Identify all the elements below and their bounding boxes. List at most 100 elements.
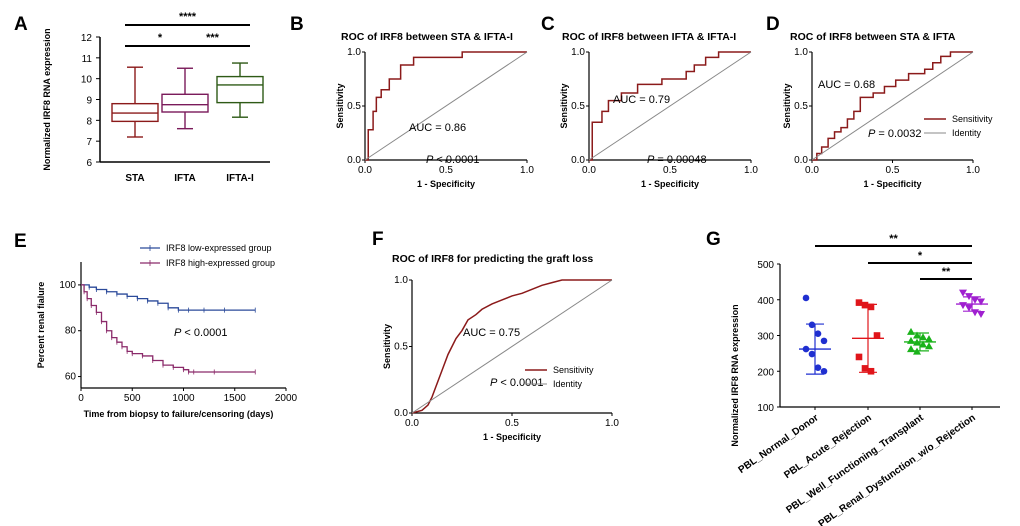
box-ifta	[161, 67, 209, 130]
y-axis-title: Sensitivity	[382, 324, 392, 369]
x-tick-label: 1.0	[605, 418, 619, 429]
y-axis-title: Percent renal fialure	[36, 282, 46, 369]
roc-curve	[365, 51, 527, 161]
data-point	[907, 327, 915, 335]
p-value: < 0.0001	[433, 154, 479, 166]
data-point	[965, 304, 973, 312]
chart-title: ROC of IRF8 for predicting the graft los…	[392, 253, 593, 265]
identity-line	[411, 279, 613, 414]
roc-curve	[812, 51, 973, 161]
y-tick-label: 0.0	[571, 155, 585, 166]
p-symbol: P	[426, 154, 434, 166]
p-value-label: P = 0.00048	[647, 154, 707, 166]
p-value-label: P = 0.0032	[868, 128, 922, 140]
data-point	[867, 303, 875, 311]
chart-title: ROC of IRF8 between STA & IFTA	[790, 31, 956, 43]
identity-line	[364, 51, 528, 161]
y-tick-label: 12	[81, 33, 93, 44]
panel-label-c: C	[541, 14, 555, 35]
data-point	[867, 367, 875, 375]
y-tick-label: 0.5	[394, 342, 408, 353]
x-tick-label: 1500	[224, 393, 247, 404]
data-point	[855, 353, 863, 361]
data-point	[959, 289, 967, 297]
p-value-label: P < 0.0001	[174, 327, 228, 339]
x-tick-label: 0.5	[886, 165, 900, 176]
identity-line	[588, 51, 752, 161]
x-axis-title: 1 - Specificity	[483, 432, 541, 442]
x-tick-label: 1000	[172, 393, 195, 404]
p-value: < 0.0001	[497, 377, 543, 389]
p-value-label: P < 0.0001	[490, 377, 544, 389]
y-tick-label: 0.5	[347, 101, 361, 112]
x-axis-title: 1 - Specificity	[417, 179, 475, 189]
y-axis-title: Sensitivity	[335, 83, 345, 128]
significance-label: ***	[206, 32, 220, 44]
data-point	[808, 321, 816, 329]
y-tick-label: 9	[86, 96, 92, 107]
roc-curve	[589, 51, 751, 161]
panel-label-a: A	[14, 14, 28, 35]
data-point	[925, 342, 933, 350]
legend-label: IRF8 high-expressed group	[166, 258, 275, 268]
data-point	[919, 340, 927, 348]
roc-curve	[411, 279, 612, 414]
p-value: = 0.00048	[654, 154, 706, 166]
panel-label-f: F	[372, 229, 384, 250]
y-tick-label: 100	[59, 280, 76, 291]
p-symbol: P	[174, 327, 182, 339]
significance-label: *	[158, 32, 163, 44]
legend-label-sensitivity: Sensitivity	[553, 365, 594, 375]
significance-label: **	[942, 266, 951, 278]
data-point	[861, 365, 869, 372]
x-tick-label: 2000	[275, 393, 298, 404]
auc-label: AUC = 0.75	[463, 327, 520, 339]
y-tick-label: 200	[757, 367, 774, 378]
x-tick-label: 0.0	[405, 418, 419, 429]
x-tick-label: 1.0	[744, 165, 758, 176]
p-symbol: P	[490, 377, 498, 389]
y-axis-title: Sensitivity	[559, 83, 569, 128]
p-value-label: P < 0.0001	[426, 154, 480, 166]
panel-label-g: G	[706, 229, 721, 250]
data-point	[925, 335, 933, 343]
data-point	[861, 301, 869, 309]
y-tick-label: 60	[65, 372, 77, 383]
data-point	[873, 332, 881, 339]
identity-line	[811, 51, 974, 161]
x-tick-label: PBL_Acute_Rejection	[782, 412, 873, 481]
y-tick-label: 100	[757, 403, 774, 414]
auc-label: AUC = 0.68	[818, 79, 875, 91]
y-tick-label: 1.0	[794, 47, 808, 58]
data-point	[977, 298, 985, 306]
y-tick-label: 0.0	[394, 408, 408, 419]
x-tick-label: STA	[125, 173, 144, 184]
x-tick-label: 0.0	[358, 165, 372, 176]
p-symbol: P	[868, 128, 876, 140]
x-tick-label: 0.5	[505, 418, 519, 429]
legend-label: IRF8 low-expressed group	[166, 243, 272, 253]
data-point	[802, 294, 810, 302]
x-axis-title: 1 - Specificity	[641, 179, 699, 189]
box-ifta-i	[216, 62, 264, 118]
y-tick-label: 1.0	[571, 47, 585, 58]
p-symbol: P	[647, 154, 655, 166]
panel-label-e: E	[14, 231, 27, 252]
y-tick-label: 8	[86, 116, 92, 127]
x-tick-label: 0	[78, 393, 84, 404]
y-tick-label: 400	[757, 296, 774, 307]
significance-label: ****	[179, 11, 197, 23]
data-point	[820, 367, 828, 375]
y-tick-label: 6	[86, 158, 92, 169]
data-point	[977, 311, 985, 319]
data-point	[820, 337, 828, 345]
p-value: < 0.0001	[181, 327, 227, 339]
y-axis-title: Normalized IRF8 RNA expression	[42, 28, 52, 170]
y-tick-label: 11	[82, 54, 93, 65]
legend-label-identity: Identity	[952, 128, 982, 138]
x-tick-label: 1.0	[966, 165, 980, 176]
survival-curve-high	[81, 284, 256, 373]
data-point	[971, 296, 979, 304]
y-tick-label: 0.0	[794, 155, 808, 166]
